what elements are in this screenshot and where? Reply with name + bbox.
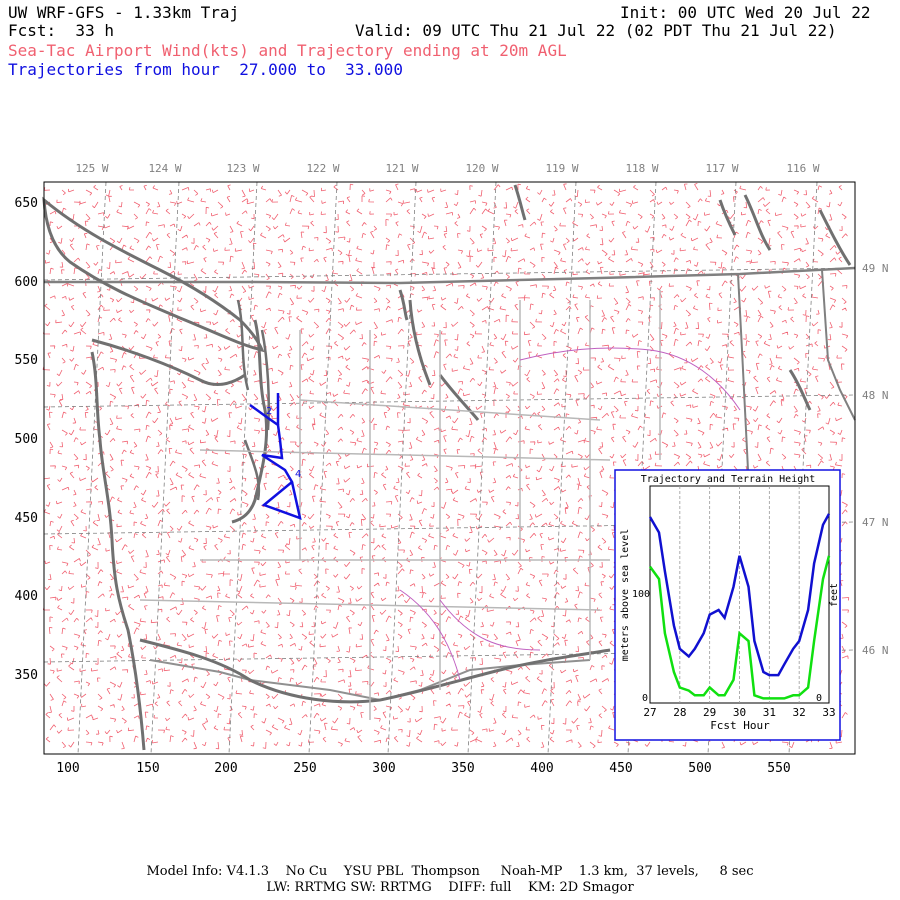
longitude-label: 119 W xyxy=(545,162,578,175)
inset-title: Trajectory and Terrain Height xyxy=(641,474,816,485)
inset-xlabel: Fcst Hour xyxy=(710,719,770,732)
trajectory-label-2: 2 xyxy=(266,406,272,417)
x-tick-label: 300 xyxy=(372,761,395,776)
y-tick-label: 550 xyxy=(15,353,38,368)
inset-x-tick: 27 xyxy=(643,706,656,719)
longitude-label: 116 W xyxy=(786,162,819,175)
inset-ylabel-left: meters above sea level xyxy=(620,529,631,661)
pacific-coastline xyxy=(90,351,146,751)
meridian-line xyxy=(228,181,258,755)
map-subtitle: Sea-Tac Airport Wind(kts) and Trajectory… xyxy=(8,41,567,60)
map-title: UW WRF-GFS - 1.33km Traj xyxy=(8,3,240,22)
longitude-label: 121 W xyxy=(385,162,418,175)
y-tick-label: 350 xyxy=(15,668,38,683)
canada-border xyxy=(44,266,856,285)
inset-x-tick: 31 xyxy=(763,706,776,719)
x-tick-label: 500 xyxy=(688,761,711,776)
columbia-river xyxy=(139,638,611,704)
y-tick-label: 650 xyxy=(15,196,38,211)
trajectory: 2 4 xyxy=(249,393,302,520)
lakes-east xyxy=(398,184,812,411)
state-border-mt xyxy=(821,269,856,421)
longitude-label: 124 W xyxy=(148,162,181,175)
x-tick-label: 400 xyxy=(530,761,553,776)
x-tick-label: 200 xyxy=(214,761,237,776)
puget-sound-islands xyxy=(236,299,270,501)
meridian-line xyxy=(150,181,180,755)
trajectory-label-4: 4 xyxy=(295,469,301,480)
y-tick-label: 500 xyxy=(15,432,38,447)
y-tick-label: 600 xyxy=(15,275,38,290)
inset-x-tick: 32 xyxy=(793,706,806,719)
y-tick-label: 400 xyxy=(15,589,38,604)
longitude-label: 120 W xyxy=(465,162,498,175)
inset-left-tick-100: 100 xyxy=(632,589,650,600)
inset-x-ticks: 27 28 29 30 31 32 33 xyxy=(643,706,835,719)
olympic-strait xyxy=(91,338,246,387)
county-lines xyxy=(139,290,661,720)
model-info-line1: Model Info: V4.1.3 No Cu YSU PBL Thompso… xyxy=(146,864,754,879)
inset-grid xyxy=(679,486,800,703)
inset-series xyxy=(648,513,831,700)
y-tick-label: 450 xyxy=(15,511,38,526)
geography xyxy=(42,184,856,751)
x-tick-label: 350 xyxy=(451,761,474,776)
longitude-label: 118 W xyxy=(625,162,658,175)
latitude-label: 46 N xyxy=(862,644,889,657)
longitude-label: 122 W xyxy=(306,162,339,175)
inset-x-tick: 28 xyxy=(673,706,686,719)
forecast-hour: Fcst: 33 h xyxy=(8,21,114,40)
rivers xyxy=(399,347,741,681)
valid-time: Valid: 09 UTC Thu 21 Jul 22 (02 PDT Thu … xyxy=(355,21,837,40)
meridian-line xyxy=(547,181,577,755)
puget-sound xyxy=(231,319,269,524)
meridian-line xyxy=(77,181,107,755)
latitude-label: 49 N xyxy=(862,262,889,275)
x-tick-label: 100 xyxy=(56,761,79,776)
parallel-line xyxy=(43,394,856,408)
trajectory-range: Trajectories from hour 27.000 to 33.000 xyxy=(8,60,403,79)
inset-right-tick-0: 0 xyxy=(816,693,822,704)
latitude-label: 47 N xyxy=(862,516,889,529)
meridian-line xyxy=(308,181,338,755)
latitude-label: 48 N xyxy=(862,389,889,402)
vancouver-island xyxy=(42,196,265,353)
trajectory-path xyxy=(249,403,302,520)
inset-left-tick-0: 0 xyxy=(642,693,648,704)
map-frame xyxy=(43,181,856,755)
map-axes: 125 W 124 W 123 W 122 W 121 W 120 W 119 W 118 W… xyxy=(15,162,889,776)
x-tick-label: 550 xyxy=(767,761,790,776)
columbia-river-east xyxy=(408,209,852,421)
meridian-line xyxy=(467,181,497,755)
inset-x-tick: 30 xyxy=(733,706,746,719)
longitude-label: 117 W xyxy=(705,162,738,175)
parallel-line xyxy=(43,267,856,281)
inset-x-tick: 29 xyxy=(703,706,716,719)
longitude-label: 123 W xyxy=(226,162,259,175)
x-tick-label: 250 xyxy=(293,761,316,776)
longitude-label: 125 W xyxy=(75,162,108,175)
meridian-line xyxy=(387,181,417,755)
inset-chart: Trajectory and Terrain Height 27 28 29 30 31… xyxy=(614,469,841,741)
model-info-line2: LW: RRTMG SW: RRTMG DIFF: full KM: 2D Sm… xyxy=(266,880,634,895)
x-tick-label: 450 xyxy=(609,761,632,776)
inset-x-tick: 33 xyxy=(822,706,835,719)
state-border-id-mt xyxy=(737,273,749,471)
inset-ylabel-right: feet xyxy=(829,583,840,607)
inset-trajectory-line xyxy=(648,513,831,677)
inset-terrain-line xyxy=(648,555,831,700)
init-time: Init: 00 UTC Wed 20 Jul 22 xyxy=(620,3,871,22)
x-tick-label: 150 xyxy=(136,761,159,776)
